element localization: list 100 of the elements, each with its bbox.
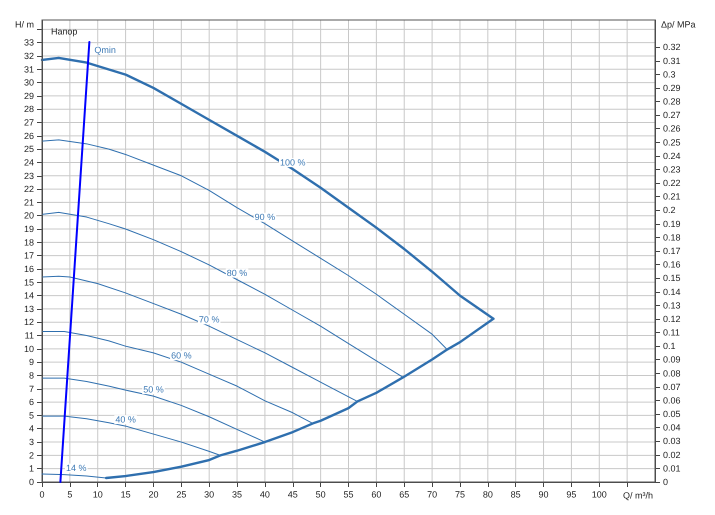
y-tick-label: 13 [24, 304, 34, 314]
y2-tick-label: 0.06 [663, 395, 681, 406]
series-label: 90 % [254, 212, 276, 222]
x-tick-label: 75 [454, 490, 465, 500]
y-tick-label: 22 [24, 184, 34, 194]
y2-tick-label: 0.31 [663, 56, 681, 66]
y2-tick-label: 0.2 [663, 205, 676, 216]
y-tick-label: 28 [24, 104, 34, 114]
x-tick-label: 85 [510, 490, 521, 500]
y2-tick-label: 0.11 [663, 328, 680, 338]
y2-tick-label: 0.14 [663, 286, 681, 297]
y-tick-label: 18 [24, 237, 34, 248]
y2-tick-label: 0.05 [663, 409, 681, 420]
y2-tick-label: 0.04 [663, 422, 681, 433]
x-tick-label: 50 [316, 490, 326, 500]
series-label: 50 % [143, 384, 164, 395]
y2-tick-label: 0.12 [663, 314, 681, 324]
y-tick-label: 10 [24, 344, 34, 354]
y2-tick-label: 0.15 [663, 273, 681, 284]
y-tick-label: 16 [24, 264, 34, 274]
series-label: 70 % [198, 314, 220, 325]
x-axis-title: Q/ m³/h [622, 490, 653, 500]
x-tick-label: 10 [92, 490, 103, 500]
y2-tick-label: 0.02 [663, 450, 681, 460]
y-tick-label: 30 [24, 78, 34, 88]
x-tick-label: 95 [566, 490, 576, 500]
x-tick-label: 15 [120, 490, 131, 500]
y2-tick-label: 0.03 [663, 436, 681, 446]
y2-tick-label: 0.13 [663, 300, 681, 310]
y-tick-label: 9 [28, 357, 34, 368]
y-tick-label: 25 [24, 144, 34, 154]
y2-axis-title: Δp/ MPa [661, 20, 696, 30]
y2-tick-label: 0.28 [663, 96, 681, 107]
y-tick-label: 5 [28, 410, 34, 420]
y2-tick-label: 0.17 [663, 246, 681, 256]
y-tick-label: 26 [24, 130, 34, 141]
y-tick-label: 27 [24, 118, 34, 128]
series-label: Qmin [94, 44, 116, 55]
y2-tick-label: 0.16 [663, 260, 681, 270]
x-tick-label: 65 [399, 490, 410, 500]
y2-tick-label: 0.09 [663, 354, 681, 365]
y-tick-label: 31 [24, 64, 34, 74]
y-tick-label: 11 [24, 330, 34, 341]
y-tick-label: 17 [24, 250, 34, 261]
y-tick-label: 12 [24, 317, 34, 328]
x-tick-label: 35 [232, 490, 242, 500]
y-tick-label: 33 [24, 38, 34, 48]
y-tick-label: 21 [24, 197, 34, 208]
y-tick-label: 1 [28, 464, 34, 474]
y-tick-label: 2 [28, 450, 34, 460]
y2-tick-label: 0 [663, 477, 668, 487]
y-tick-label: 32 [24, 50, 34, 61]
series-label: 80 % [226, 268, 248, 278]
text: Напор [51, 26, 78, 36]
y-tick-label: 0 [28, 477, 34, 487]
y2-tick-label: 0.25 [663, 137, 681, 148]
y-tick-label: 8 [28, 370, 34, 380]
y2-tick-label: 0.08 [663, 368, 681, 378]
y2-tick-label: 0.29 [663, 82, 681, 93]
y2-tick-label: 0.23 [663, 164, 681, 174]
y-tick-label: 24 [24, 157, 34, 168]
y2-tick-label: 0.3 [663, 69, 676, 80]
x-tick-label: 40 [260, 490, 270, 500]
y2-tick-label: 0.07 [663, 382, 681, 392]
y-tick-label: 6 [28, 397, 34, 408]
y-tick-label: 15 [24, 277, 34, 288]
y2-tick-label: 0.27 [663, 110, 681, 120]
y2-tick-label: 0.21 [663, 192, 681, 202]
x-tick-label: 70 [427, 490, 438, 500]
x-tick-label: 30 [204, 490, 214, 500]
y-tick-label: 14 [24, 290, 34, 301]
x-tick-label: 90 [538, 490, 549, 500]
series-label: 100 % [280, 158, 306, 168]
x-tick-label: 0 [39, 490, 45, 500]
y-tick-label: 20 [24, 210, 34, 221]
x-tick-label: 25 [176, 490, 186, 500]
y-tick-label: 3 [28, 437, 34, 448]
y2-tick-label: 0.1 [663, 341, 676, 352]
x-tick-label: 45 [288, 490, 298, 500]
x-tick-label: 80 [482, 490, 493, 500]
y2-tick-label: 0.22 [663, 178, 681, 188]
series-label: 40 % [115, 414, 136, 425]
y-tick-label: 29 [24, 90, 34, 101]
series-label: 60 % [171, 350, 192, 361]
series-label: 14 % [66, 463, 87, 474]
y-tick-label: 19 [24, 224, 34, 234]
y2-tick-label: 0.19 [663, 218, 681, 229]
y2-tick-label: 0.32 [663, 42, 681, 52]
x-tick-label: 5 [67, 490, 72, 500]
y2-tick-label: 0.24 [663, 150, 681, 161]
y-tick-label: 4 [28, 424, 34, 434]
y-axis-title: H/ m [15, 20, 34, 30]
y-tick-label: 7 [28, 384, 34, 394]
y2-tick-label: 0.26 [663, 124, 681, 134]
x-tick-label: 55 [343, 490, 354, 500]
x-tick-label: 20 [148, 490, 158, 500]
y2-tick-label: 0.18 [663, 232, 681, 242]
x-tick-label: 60 [371, 490, 382, 500]
y2-tick-label: 0.01 [663, 463, 681, 474]
y-tick-label: 23 [24, 170, 34, 181]
